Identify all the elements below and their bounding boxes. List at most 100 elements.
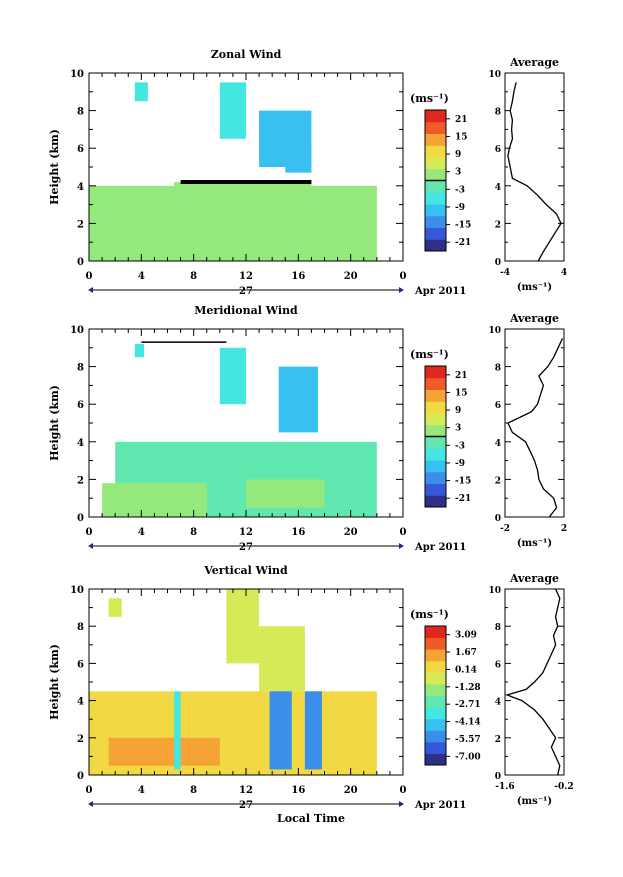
colorbar-segment [425,695,446,708]
colorbar-tick-label: 3 [455,168,461,178]
x-tick-label: 12 [239,785,253,796]
colorbar-segment [425,204,446,217]
data-region [278,366,318,433]
panel-title: Vertical Wind [203,564,288,577]
month-label: Apr 2011 [414,542,466,553]
colorbar-segment [425,471,446,484]
colorbar-tick-label: -9 [455,203,465,213]
colorbar-tick-label: 9 [455,150,461,160]
average-y-tick-label: 10 [488,70,501,80]
x-tick-label: 8 [190,271,197,282]
average-y-tick-label: 0 [495,258,501,268]
x-tick-label: 16 [291,785,305,796]
colorbar-segment [425,495,446,508]
colorbar-tick-label: -9 [455,459,465,469]
average-y-tick-label: 8 [495,623,501,633]
y-tick-label: 8 [77,107,84,118]
time-bar-marker [88,287,93,293]
average-y-tick-label: 8 [495,108,501,118]
colorbar-segment [425,741,446,754]
colorbar-segment [425,718,446,731]
y-tick-label: 0 [77,771,84,782]
x-tick-label: 8 [190,527,197,538]
colorbar-unit: (ms⁻¹) [410,348,449,361]
colorbar-tick-label: 9 [455,406,461,416]
x-axis-label: Local Time [277,812,345,825]
colorbar-tick-label: -15 [455,221,471,231]
y-tick-label: 4 [77,438,84,449]
x-tick-label: 20 [344,785,358,796]
data-region [108,737,220,766]
data-region [219,82,246,139]
colorbar-tick-label: -1.28 [455,683,481,693]
colorbar-tick-label: -7.00 [455,752,481,762]
month-label: Apr 2011 [414,286,466,297]
y-tick-label: 0 [77,257,84,268]
day-label: 27 [239,286,253,297]
colorbar-segment [425,180,446,193]
average-profile-line [505,588,561,776]
data-region [134,82,148,102]
y-tick-label: 8 [77,363,84,374]
average-unit: (ms⁻¹) [517,538,552,549]
data-region [304,691,322,770]
y-tick-label: 6 [77,144,84,155]
colorbar-unit: (ms⁻¹) [410,608,449,621]
average-x-tick-label: 2 [561,524,567,534]
y-axis-label: Height (km) [48,644,61,720]
colorbar-frame [424,625,447,766]
colorbar-segment [425,626,446,639]
colorbar-tick-label: 15 [455,388,468,398]
colorbar-tick-label: 3 [455,424,461,434]
y-tick-label: 2 [77,219,84,230]
colorbar-segment [425,483,446,496]
x-tick-label: 0 [86,785,93,796]
y-tick-label: 2 [77,475,84,486]
y-tick-label: 2 [77,734,84,745]
data-region [269,691,292,770]
day-label: 27 [239,800,253,811]
x-tick-label: 8 [190,785,197,796]
average-y-tick-label: 6 [495,401,501,411]
time-bar-marker [88,543,93,549]
y-tick-label: 8 [77,622,84,633]
colorbar-segment [425,753,446,766]
x-tick-label: 0 [400,271,407,282]
colorbar-segment [425,683,446,696]
colorbar-segment [425,366,446,379]
x-tick-label: 20 [344,271,358,282]
average-profile-line [507,338,564,518]
x-tick-label: 12 [239,271,253,282]
average-title: Average [509,572,559,585]
average-y-tick-label: 6 [495,145,501,155]
colorbar-tick-label: -5.57 [455,735,481,745]
colorbar-segment [425,660,446,673]
colorbar-segment [425,448,446,461]
colorbar-tick-label: 21 [455,115,468,125]
panel-title: Zonal Wind [211,48,282,61]
average-y-tick-label: 4 [495,698,501,708]
time-bar-marker [88,801,93,807]
colorbar-segment [425,121,446,134]
data-region [226,589,260,664]
colorbar-segment [425,707,446,720]
colorbar-segment [425,637,446,650]
time-bar-marker [399,287,404,293]
colorbar-tick-label: -4.14 [455,718,481,728]
data-region [102,483,207,517]
colorbar-segment [425,215,446,228]
colorbar-tick-label: 3.09 [455,631,477,641]
colorbar-tick-label: -21 [455,494,471,504]
y-tick-label: 6 [77,400,84,411]
data-region [246,479,325,508]
colorbar-tick-label: 21 [455,371,468,381]
average-title: Average [509,312,559,325]
average-y-tick-label: 0 [495,772,501,782]
colorbar-segment [425,401,446,414]
y-tick-label: 10 [70,585,84,596]
colorbar-segment [425,157,446,170]
colorbar-segment [425,436,446,449]
average-x-tick-label: -0.2 [554,782,573,792]
